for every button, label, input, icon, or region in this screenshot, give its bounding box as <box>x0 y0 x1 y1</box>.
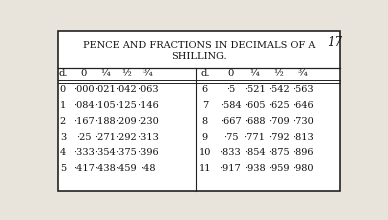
Text: 6: 6 <box>202 85 208 94</box>
Text: ·813: ·813 <box>292 133 314 142</box>
Text: 0: 0 <box>227 69 234 78</box>
Text: PENCE AND FRACTIONS IN DECIMALS OF A: PENCE AND FRACTIONS IN DECIMALS OF A <box>83 41 315 50</box>
Text: ·271: ·271 <box>94 133 116 142</box>
Text: ·688: ·688 <box>244 117 265 126</box>
Text: ·771: ·771 <box>244 133 265 142</box>
Text: ·375: ·375 <box>115 148 137 158</box>
Text: ·313: ·313 <box>137 133 159 142</box>
Text: d.: d. <box>58 69 68 78</box>
Text: ·709: ·709 <box>268 117 289 126</box>
Text: ¼: ¼ <box>249 69 259 78</box>
Text: ·75: ·75 <box>223 133 238 142</box>
Text: 1: 1 <box>60 101 66 110</box>
Text: d.: d. <box>200 69 210 78</box>
Text: ·063: ·063 <box>137 85 159 94</box>
Text: ·959: ·959 <box>268 164 289 173</box>
Text: 9: 9 <box>202 133 208 142</box>
Text: ·854: ·854 <box>244 148 265 158</box>
Text: ·521: ·521 <box>244 85 265 94</box>
Text: ·667: ·667 <box>220 117 241 126</box>
Text: ·896: ·896 <box>292 148 314 158</box>
Text: 10: 10 <box>199 148 211 158</box>
Text: ·021: ·021 <box>94 85 116 94</box>
Text: ·084: ·084 <box>73 101 95 110</box>
Text: 2: 2 <box>60 117 66 126</box>
Text: ½: ½ <box>274 69 283 78</box>
Text: 0: 0 <box>81 69 87 78</box>
Text: ·167: ·167 <box>73 117 95 126</box>
Text: ·917: ·917 <box>220 164 241 173</box>
Text: ·333: ·333 <box>73 148 95 158</box>
Text: ·584: ·584 <box>220 101 241 110</box>
Text: ·042: ·042 <box>115 85 137 94</box>
Text: 17: 17 <box>327 36 342 49</box>
Text: 4: 4 <box>60 148 66 158</box>
Text: ·5: ·5 <box>226 85 235 94</box>
Text: ·938: ·938 <box>244 164 265 173</box>
Text: ·730: ·730 <box>292 117 314 126</box>
Text: 3: 3 <box>60 133 66 142</box>
Text: ¾: ¾ <box>298 69 307 78</box>
Text: 7: 7 <box>202 101 208 110</box>
Text: ·605: ·605 <box>244 101 265 110</box>
Text: ·833: ·833 <box>220 148 241 158</box>
Text: ·48: ·48 <box>140 164 156 173</box>
Text: ·417: ·417 <box>73 164 95 173</box>
Text: ·105: ·105 <box>94 101 116 110</box>
Text: ·230: ·230 <box>137 117 159 126</box>
Text: ·459: ·459 <box>115 164 137 173</box>
Text: ¾: ¾ <box>143 69 152 78</box>
Text: ·980: ·980 <box>292 164 314 173</box>
Text: ·792: ·792 <box>268 133 289 142</box>
Text: ·292: ·292 <box>115 133 137 142</box>
Text: ·625: ·625 <box>268 101 289 110</box>
Text: 5: 5 <box>60 164 66 173</box>
Text: 8: 8 <box>202 117 208 126</box>
Text: ·000: ·000 <box>73 85 95 94</box>
Text: ·542: ·542 <box>268 85 289 94</box>
Text: ·563: ·563 <box>292 85 314 94</box>
Text: ·209: ·209 <box>115 117 137 126</box>
Text: ¼: ¼ <box>100 69 110 78</box>
Text: ½: ½ <box>121 69 131 78</box>
Text: ·646: ·646 <box>292 101 314 110</box>
Text: 0: 0 <box>60 85 66 94</box>
Text: ·146: ·146 <box>137 101 159 110</box>
Text: ·354: ·354 <box>94 148 116 158</box>
Text: ·125: ·125 <box>115 101 137 110</box>
Text: ·25: ·25 <box>76 133 92 142</box>
Text: ·396: ·396 <box>137 148 159 158</box>
Text: ·438: ·438 <box>94 164 116 173</box>
Text: 11: 11 <box>199 164 211 173</box>
Text: SHILLING.: SHILLING. <box>171 52 227 61</box>
Text: ·188: ·188 <box>94 117 116 126</box>
Text: ·875: ·875 <box>268 148 289 158</box>
